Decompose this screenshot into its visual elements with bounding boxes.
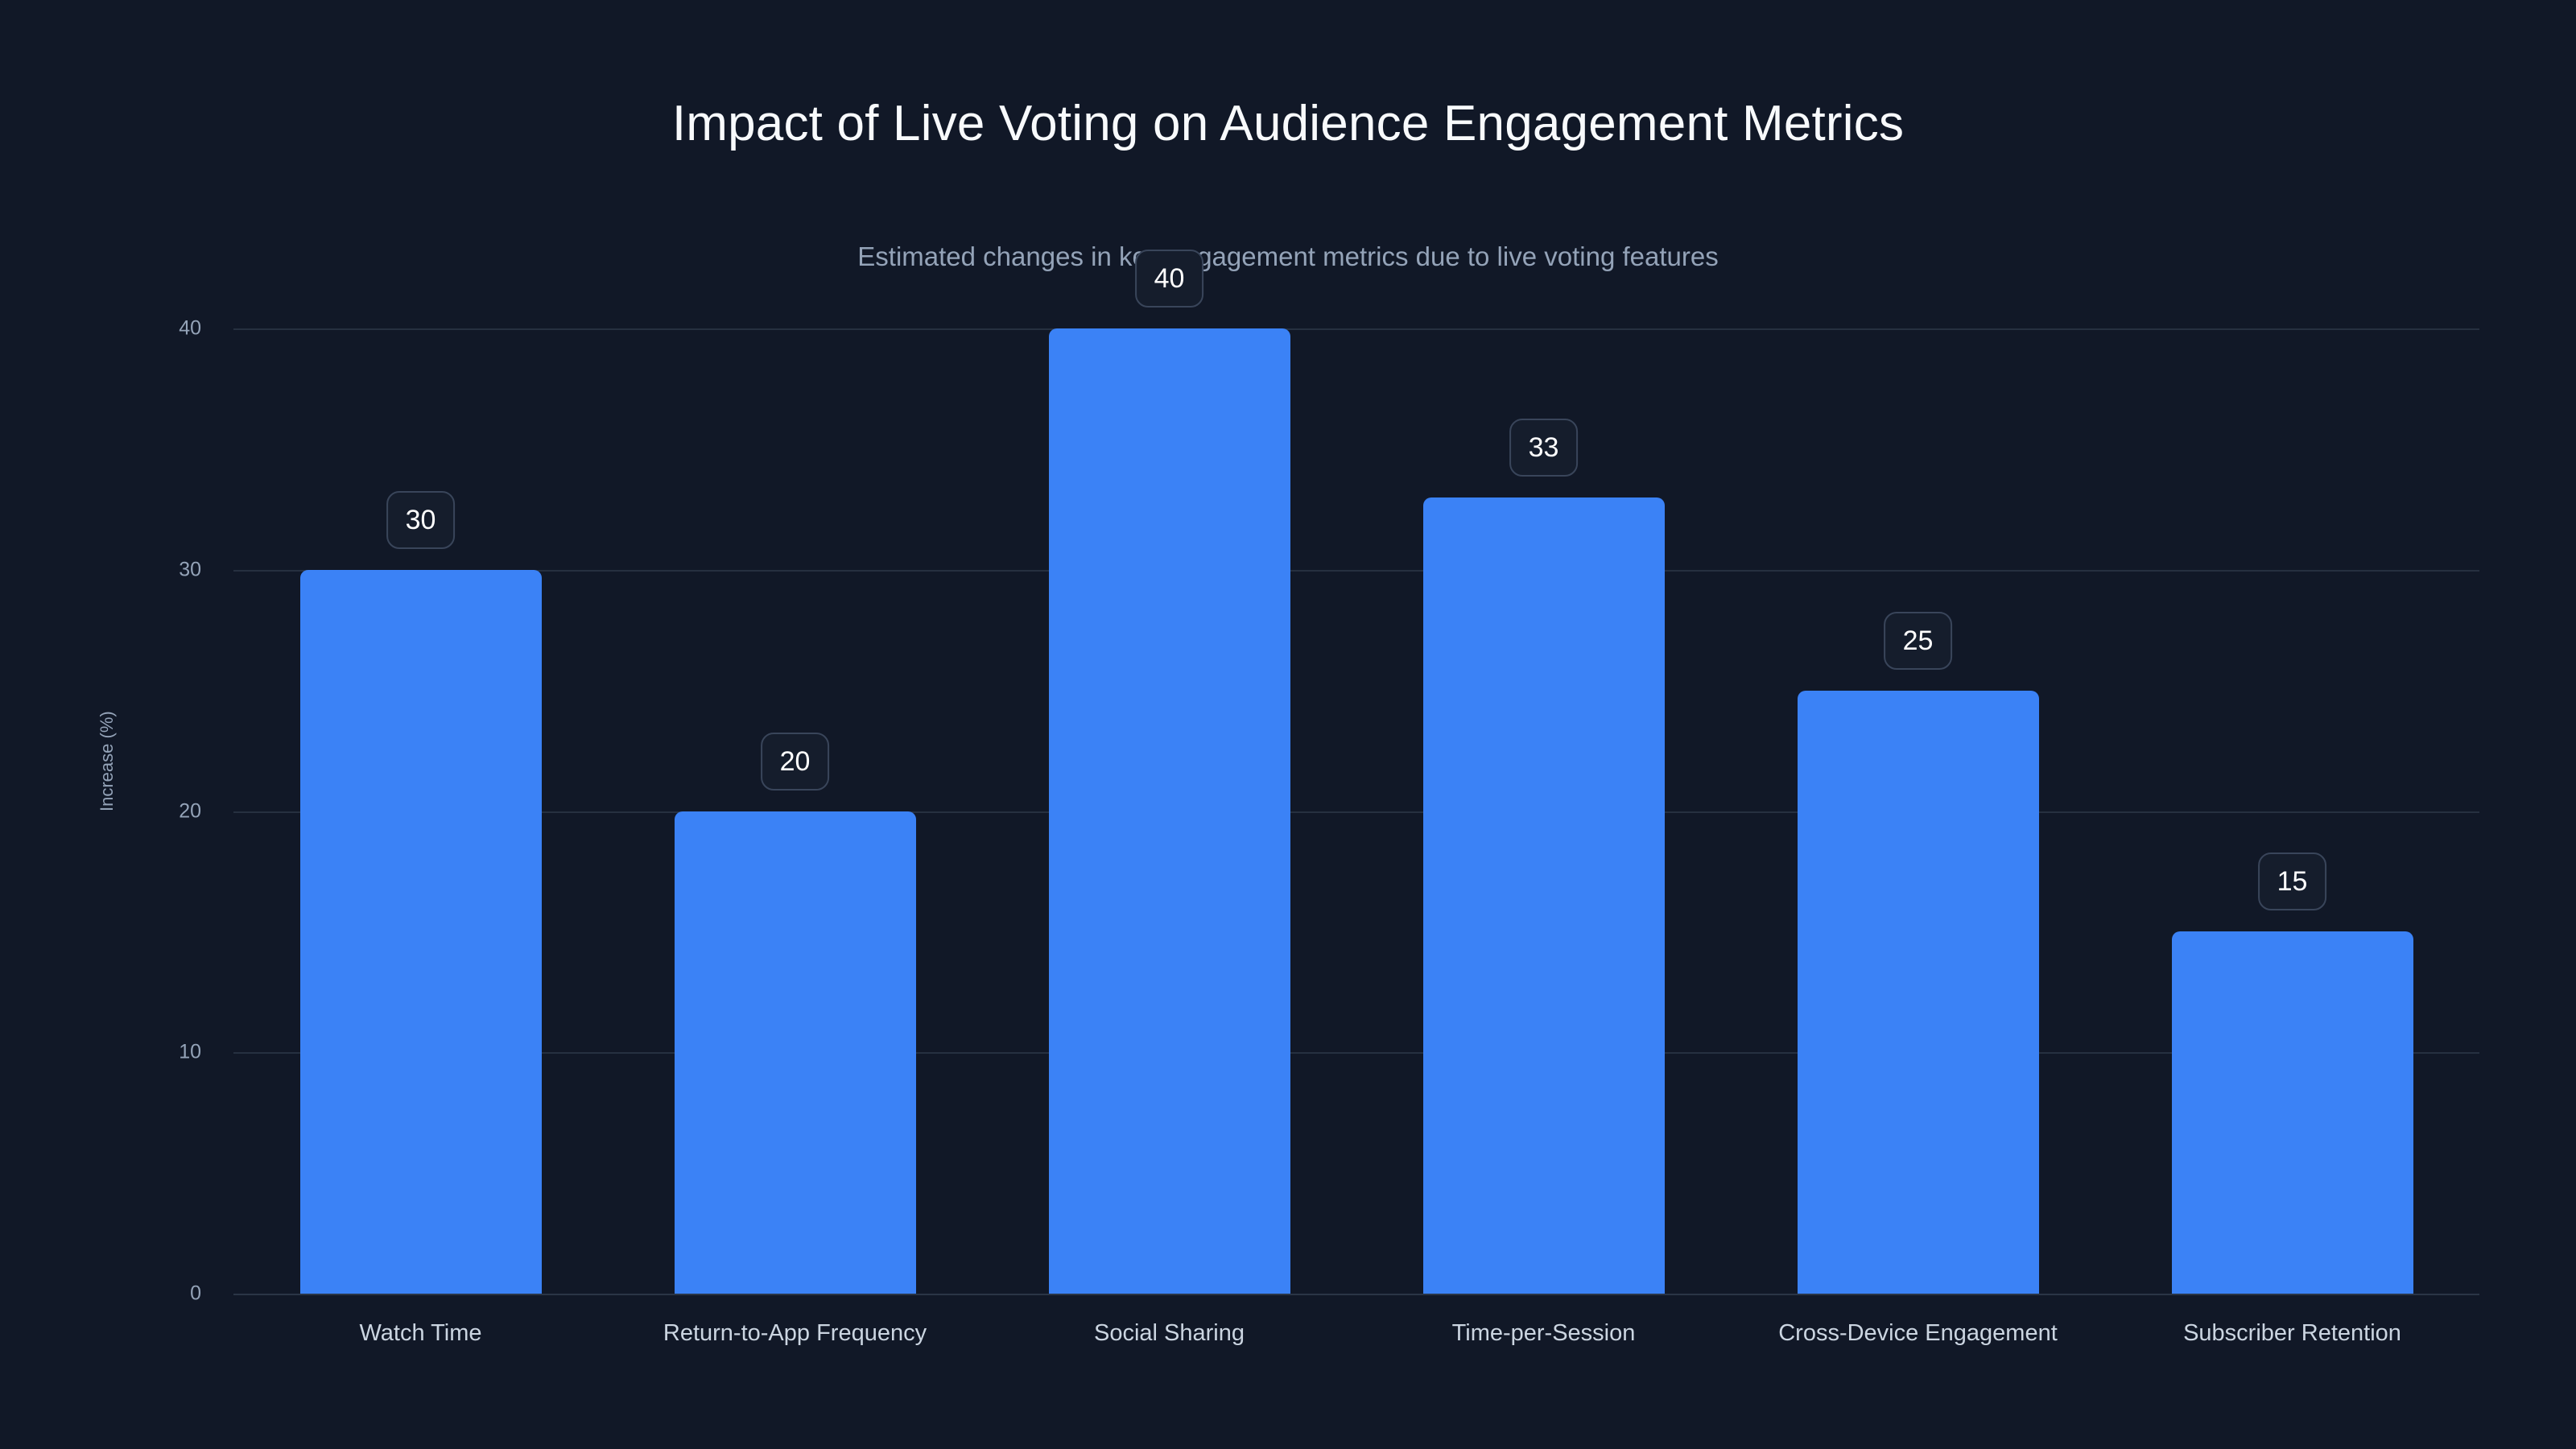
- bar[interactable]: [1797, 690, 2039, 1294]
- x-axis-tick-label: Social Sharing: [1094, 1320, 1245, 1346]
- gridline: [233, 569, 2479, 572]
- y-axis: 0 10 20 30 40: [0, 317, 233, 1305]
- x-axis-tick-label: Time-per-Session: [1451, 1320, 1636, 1346]
- bar[interactable]: [2171, 931, 2413, 1294]
- chart-title: Impact of Live Voting on Audience Engage…: [671, 96, 1905, 151]
- y-axis-tick-label: 20: [179, 799, 201, 822]
- y-axis-tick-label: 40: [179, 316, 201, 340]
- y-axis-title: Increase (%): [97, 711, 117, 811]
- bar[interactable]: [1048, 328, 1290, 1294]
- y-axis-tick-label: 10: [179, 1040, 201, 1063]
- bar[interactable]: [1422, 497, 1665, 1294]
- y-axis-tick-label: 0: [190, 1282, 201, 1305]
- gridline: [233, 1052, 2479, 1055]
- x-axis-tick-label: Watch Time: [359, 1320, 482, 1346]
- bar[interactable]: [674, 811, 916, 1294]
- x-axis-tick-label: Subscriber Retention: [2183, 1320, 2401, 1346]
- plot-area: [233, 328, 2479, 1295]
- y-axis-tick-label: 30: [179, 558, 201, 581]
- x-axis-tick-label: Cross-Device Engagement: [1778, 1320, 2058, 1346]
- chart-subtitle: Estimated changes in key engagement metr…: [857, 242, 1719, 271]
- bars-layer: [233, 328, 2479, 1294]
- x-axis-tick-label: Return-to-App Frequency: [663, 1320, 927, 1346]
- bar[interactable]: [299, 569, 542, 1294]
- x-axis: Watch Time Return-to-App Frequency Social …: [233, 1320, 2479, 1368]
- gridline: [233, 1294, 2479, 1295]
- gridline: [233, 328, 2479, 330]
- gridline: [233, 811, 2479, 813]
